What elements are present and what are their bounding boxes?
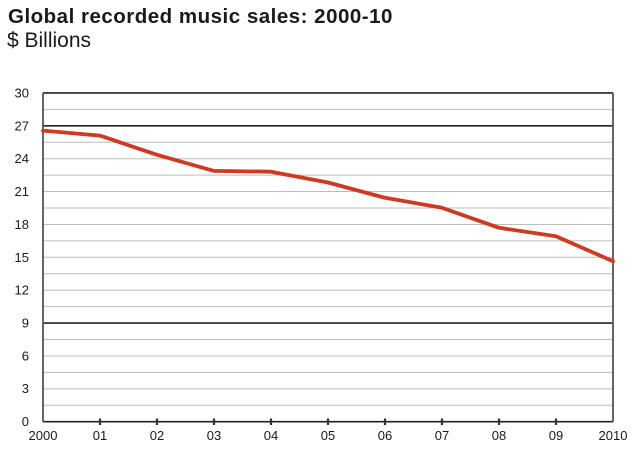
svg-text:03: 03	[207, 428, 221, 443]
svg-text:3: 3	[22, 381, 29, 396]
svg-text:18: 18	[15, 217, 29, 232]
svg-text:21: 21	[15, 184, 29, 199]
svg-text:04: 04	[264, 428, 278, 443]
svg-text:02: 02	[150, 428, 164, 443]
svg-text:05: 05	[321, 428, 335, 443]
svg-text:6: 6	[22, 348, 29, 363]
svg-text:24: 24	[15, 151, 29, 166]
svg-text:09: 09	[549, 428, 563, 443]
svg-text:07: 07	[435, 428, 449, 443]
svg-text:0: 0	[22, 414, 29, 429]
svg-text:15: 15	[15, 250, 29, 265]
svg-text:08: 08	[492, 428, 506, 443]
svg-text:9: 9	[22, 316, 29, 331]
svg-text:06: 06	[378, 428, 392, 443]
svg-text:12: 12	[15, 283, 29, 298]
svg-text:27: 27	[15, 118, 29, 133]
svg-text:2000: 2000	[29, 428, 58, 443]
svg-text:2010: 2010	[599, 428, 628, 443]
svg-text:30: 30	[15, 86, 29, 101]
svg-text:01: 01	[93, 428, 107, 443]
